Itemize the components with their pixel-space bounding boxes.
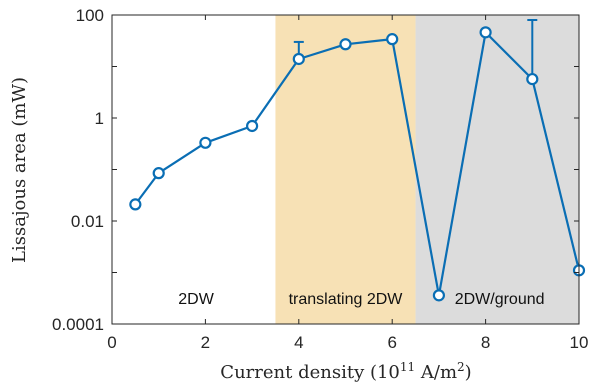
region-1 [275, 15, 416, 324]
y-tick-label: 100 [76, 6, 104, 25]
data-point [129, 198, 142, 211]
x-tick-label: 4 [294, 333, 303, 352]
data-point [246, 119, 259, 133]
background-regions [112, 15, 579, 324]
data-point [432, 289, 445, 302]
y-tick-label: 0.0001 [52, 315, 104, 334]
y-tick-label: 1 [95, 109, 104, 128]
region-label-1: translating 2DW [289, 291, 404, 308]
x-tick-label: 10 [570, 333, 589, 352]
data-point [339, 38, 352, 51]
data-series [129, 18, 586, 302]
x-tick-label: 8 [481, 333, 490, 352]
x-tick-label: 0 [107, 333, 116, 352]
data-point [386, 33, 399, 46]
region-label-0: 2DW [178, 291, 214, 308]
region-labels: 2DW translating 2DW 2DW/ground [178, 291, 544, 308]
x-tick-label: 2 [201, 333, 210, 352]
data-point [292, 52, 305, 66]
region-label-2: 2DW/ground [455, 291, 545, 308]
axis-ticks: 0 2 4 6 8 10 0.0001 0.01 1 100 [52, 6, 588, 352]
region-0 [112, 15, 276, 324]
x-tick-label: 6 [387, 333, 396, 352]
data-point [479, 26, 492, 39]
data-point [199, 136, 212, 149]
data-point [526, 72, 539, 86]
y-axis-title: Lissajous area (mW) [9, 77, 30, 263]
x-axis-title: Current density (1011 A/m2) [220, 360, 471, 383]
y-tick-label: 0.01 [71, 212, 104, 231]
data-point [152, 167, 165, 180]
